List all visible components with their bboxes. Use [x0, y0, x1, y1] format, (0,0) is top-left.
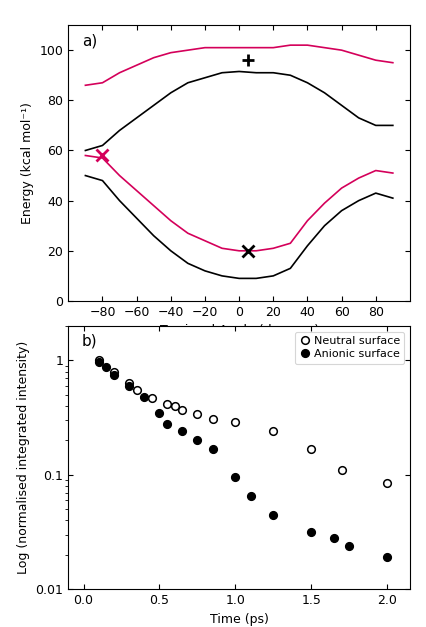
- Neutral surface: [232, 418, 237, 426]
- Y-axis label: Energy (kcal mol⁻¹): Energy (kcal mol⁻¹): [21, 102, 34, 224]
- Anionic surface: [96, 358, 101, 366]
- Neutral surface: [308, 445, 313, 452]
- Anionic surface: [194, 437, 199, 445]
- Neutral surface: [164, 400, 169, 408]
- Neutral surface: [384, 479, 389, 487]
- Neutral surface: [172, 403, 177, 410]
- Neutral surface: [96, 357, 101, 364]
- Anionic surface: [346, 542, 351, 550]
- Anionic surface: [104, 363, 109, 371]
- Neutral surface: [210, 415, 215, 423]
- Neutral surface: [111, 368, 116, 376]
- Neutral surface: [338, 466, 343, 474]
- Anionic surface: [210, 445, 215, 452]
- Anionic surface: [179, 428, 184, 435]
- Anionic surface: [232, 474, 237, 482]
- Neutral surface: [134, 386, 139, 394]
- Y-axis label: Log (normalised integrated intensity): Log (normalised integrated intensity): [17, 341, 30, 574]
- Anionic surface: [248, 493, 253, 500]
- X-axis label: Time (ps): Time (ps): [209, 613, 268, 626]
- Anionic surface: [308, 528, 313, 535]
- Anionic surface: [126, 382, 131, 389]
- Anionic surface: [156, 409, 161, 416]
- Anionic surface: [270, 511, 275, 519]
- Neutral surface: [179, 406, 184, 414]
- X-axis label: Torsional Angle (degrees): Torsional Angle (degrees): [159, 324, 318, 337]
- Text: a): a): [82, 33, 97, 48]
- Line: Neutral surface: Neutral surface: [95, 357, 390, 487]
- Anionic surface: [164, 420, 169, 428]
- Anionic surface: [331, 534, 336, 542]
- Text: b): b): [82, 334, 98, 349]
- Line: Anionic surface: Anionic surface: [95, 358, 390, 561]
- Neutral surface: [149, 394, 154, 402]
- Anionic surface: [111, 371, 116, 379]
- Neutral surface: [270, 428, 275, 435]
- Neutral surface: [194, 410, 199, 418]
- Anionic surface: [141, 393, 147, 401]
- Neutral surface: [126, 380, 131, 387]
- Legend: Neutral surface, Anionic surface: Neutral surface, Anionic surface: [294, 332, 403, 364]
- Anionic surface: [384, 554, 389, 561]
